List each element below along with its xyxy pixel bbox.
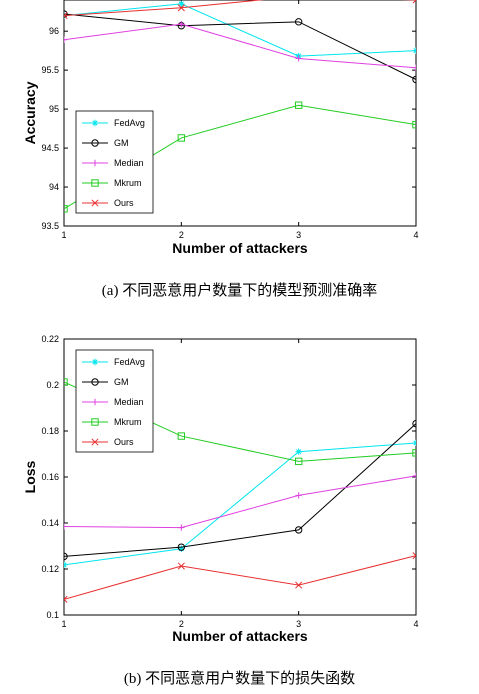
data-point-mkrum [177, 432, 186, 440]
y-tick-label: 0.18 [41, 426, 59, 436]
legend-marker-median [91, 398, 99, 406]
data-point-median [295, 55, 302, 62]
data-point-median [178, 20, 185, 28]
legend-box [75, 349, 154, 453]
y-tick-label: 95 [49, 104, 59, 114]
legend-marker-gm [91, 139, 99, 147]
legend-label-gm: GM [114, 138, 129, 148]
legend-box [75, 110, 154, 214]
y-tick-label: 0.16 [41, 472, 59, 482]
data-point-fedavg [178, 545, 185, 552]
data-point-mkrum [64, 378, 68, 386]
caption-loss: (b) 不同恶意用户数量下的损失函数 [123, 671, 356, 687]
legend: FedAvg GM Median Mkrum Ours [75, 349, 154, 453]
data-point-gm [177, 543, 186, 551]
y-tick-label: 95.5 [41, 65, 59, 75]
series-line-fedavg [64, 442, 416, 566]
legend-label-gm: GM [114, 377, 129, 387]
y-tick-label: 93.5 [41, 221, 59, 231]
data-point-fedavg [295, 448, 302, 455]
caption-accuracy: (a) 不同恶意用户数量下的模型预测准确率 [101, 283, 378, 299]
series-line-ours [64, 555, 416, 600]
data-point-median [178, 524, 185, 531]
y-tick-label: 0.14 [41, 518, 59, 528]
x-axis-label: Number of attackers [172, 628, 308, 644]
x-tick-label: 2 [179, 230, 184, 240]
series-line-gm [64, 423, 416, 557]
chart-accuracy: 93.5 94 94.5 95 95.5 96 1 2 3 4 FedAvg GM Median Mkru… [22, 0, 419, 256]
legend-marker-gm [91, 378, 99, 386]
data-point-ours [177, 4, 185, 12]
data-point-ours [64, 12, 68, 20]
x-axis-label: Number of attackers [172, 240, 308, 256]
data-point-median [64, 36, 68, 43]
data-point-ours [177, 562, 185, 570]
data-point-mkrum [412, 120, 416, 129]
series-line-fedavg [64, 3, 416, 57]
x-tick-label: 4 [413, 619, 418, 629]
data-point-median [295, 492, 302, 499]
data-point-median [412, 472, 416, 480]
data-point-median [412, 64, 416, 71]
chart-loss: 0.1 0.12 0.14 0.16 0.18 0.2 0.22 1 2 3 4 FedAvg GM Me… [22, 334, 419, 644]
data-point-gm [64, 10, 68, 18]
series-line-median [64, 475, 416, 529]
legend-label-median: Median [114, 397, 144, 407]
data-point-gm [294, 18, 303, 26]
y-axis-label: Accuracy [22, 81, 38, 144]
legend-label-ours: Ours [114, 198, 134, 208]
legend-label-mkrum: Mkrum [114, 417, 142, 427]
series-line-median [64, 23, 416, 69]
data-point-fedavg [178, 0, 185, 8]
legend-marker-fedavg [91, 358, 99, 366]
legend: FedAvg GM Median Mkrum Ours [75, 110, 154, 214]
data-point-mkrum [294, 101, 303, 109]
x-tick-label: 1 [61, 619, 66, 629]
legend-marker-mkrum [91, 179, 99, 187]
y-tick-label: 94 [49, 182, 59, 192]
data-point-mkrum [177, 134, 186, 142]
data-point-mkrum [294, 457, 303, 466]
x-tick-label: 1 [61, 230, 66, 240]
data-point-gm [412, 75, 416, 84]
legend-marker-mkrum [91, 418, 99, 426]
legend-label-ours: Ours [114, 437, 134, 447]
y-tick-label: 0.22 [41, 334, 59, 344]
legend-marker-ours [91, 438, 99, 446]
x-tick-label: 2 [179, 619, 184, 629]
data-point-median [64, 523, 68, 530]
data-point-gm [412, 419, 416, 428]
legend-label-mkrum: Mkrum [114, 178, 142, 188]
legend-label-median: Median [114, 158, 144, 168]
x-tick-label: 3 [296, 230, 301, 240]
legend-marker-median [91, 159, 99, 167]
y-axis-label: Loss [22, 460, 38, 493]
data-point-fedavg [64, 561, 68, 569]
data-point-gm [294, 526, 303, 534]
data-point-mkrum [64, 205, 68, 213]
x-tick-label: 3 [296, 619, 301, 629]
data-point-gm [64, 552, 68, 561]
y-tick-label: 94.5 [41, 143, 59, 153]
y-tick-label: 0.1 [46, 610, 59, 620]
legend-label-fedavg: FedAvg [114, 357, 145, 367]
data-point-mkrum [412, 449, 416, 457]
data-point-ours [295, 581, 303, 589]
y-tick-label: 0.2 [46, 380, 59, 390]
data-point-ours [412, 0, 416, 4]
data-point-ours [64, 595, 68, 603]
series-line-gm [64, 13, 416, 80]
x-tick-label: 4 [413, 230, 418, 240]
series-group [64, 0, 416, 213]
y-tick-label: 96 [49, 26, 59, 36]
y-tick-label: 0.12 [41, 564, 59, 574]
legend-marker-ours [91, 199, 99, 207]
legend-marker-fedavg [91, 119, 99, 127]
series-line-ours [64, 0, 416, 17]
legend-label-fedavg: FedAvg [114, 118, 145, 128]
data-point-ours [412, 552, 416, 560]
